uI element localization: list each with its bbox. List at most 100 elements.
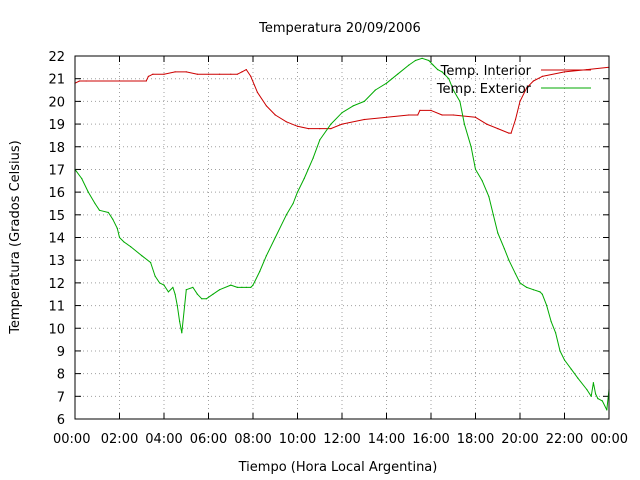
y-tick-label: 17 (48, 163, 65, 178)
point-interior (510, 132, 512, 134)
point-exterior (550, 320, 552, 322)
point-interior (419, 109, 421, 111)
point-exterior (474, 168, 477, 170)
point-exterior (546, 305, 548, 307)
point-exterior (274, 236, 276, 239)
point-exterior (397, 73, 399, 75)
point-exterior (432, 64, 434, 66)
point-exterior (341, 112, 343, 114)
point-exterior (497, 232, 499, 234)
point-exterior (163, 284, 165, 286)
point-interior (296, 125, 299, 127)
point-interior (230, 73, 232, 75)
y-tick-label: 22 (48, 50, 65, 65)
point-interior (563, 71, 566, 73)
point-exterior (441, 71, 443, 73)
point-exterior (570, 368, 572, 370)
point-exterior (428, 59, 430, 62)
y-tick-label: 14 (48, 232, 65, 247)
x-axis-label: Tiempo (Hora Local Argentina) (238, 460, 438, 475)
point-exterior (172, 286, 174, 288)
point-interior (474, 116, 477, 118)
x-tick-label: 16:00 (412, 432, 449, 447)
point-exterior (592, 382, 595, 384)
point-interior (319, 128, 321, 130)
point-exterior (519, 282, 521, 284)
point-exterior (167, 291, 169, 293)
point-interior (341, 123, 343, 125)
point-exterior (236, 286, 238, 288)
point-interior (452, 114, 454, 116)
point-interior (236, 73, 238, 75)
point-exterior (601, 400, 603, 402)
legend-label-interior: Temp. Interior (440, 64, 532, 79)
y-tick-label: 12 (48, 277, 65, 292)
point-exterior (330, 123, 332, 125)
point-exterior (123, 241, 125, 243)
point-exterior (597, 398, 599, 400)
x-axis: 00:00 02:00 04:00 06:00 08:00 10:00 12:00 14:00… (53, 56, 628, 447)
point-exterior (245, 286, 247, 288)
point-exterior (319, 139, 321, 141)
point-exterior (159, 282, 161, 284)
chart-title: Temperatura 20/09/2006 (258, 21, 421, 36)
point-interior (250, 75, 252, 77)
point-exterior (541, 293, 543, 295)
x-tick-label: 20:00 (501, 432, 538, 447)
point-exterior (503, 248, 505, 250)
point-exterior (414, 59, 416, 62)
point-exterior (577, 377, 579, 379)
point-interior (441, 114, 443, 116)
point-interior (508, 132, 510, 134)
point-exterior (250, 286, 252, 288)
point-interior (185, 71, 187, 73)
point-exterior (259, 270, 261, 273)
point-exterior (181, 332, 183, 334)
y-tick-label: 15 (48, 209, 65, 224)
point-exterior (448, 78, 450, 80)
point-exterior (212, 293, 214, 295)
point-interior (526, 87, 528, 89)
y-tick-label: 10 (48, 322, 65, 337)
point-interior (330, 128, 332, 130)
point-interior (274, 114, 276, 116)
point-exterior (492, 214, 494, 216)
x-tick-label: 00:00 (591, 432, 628, 447)
x-tick-label: 04:00 (145, 432, 182, 447)
point-exterior (374, 89, 376, 91)
point-exterior (481, 180, 483, 182)
point-exterior (352, 105, 354, 107)
point-interior (532, 80, 535, 82)
point-exterior (118, 236, 121, 239)
series-line-exterior (74, 57, 610, 411)
point-exterior (87, 191, 89, 193)
point-exterior (437, 69, 439, 71)
x-tick-label: 12:00 (323, 432, 360, 447)
point-exterior (219, 289, 221, 291)
point-exterior (539, 291, 541, 293)
point-exterior (176, 305, 178, 307)
point-exterior (508, 259, 510, 261)
x-tick-label: 22:00 (546, 432, 583, 447)
y-tick-label: 11 (48, 300, 65, 315)
point-interior (385, 116, 388, 118)
x-tick-label: 18:00 (457, 432, 494, 447)
y-tick-label: 21 (48, 73, 65, 88)
point-interior (78, 80, 81, 82)
point-interior (245, 69, 247, 71)
point-interior (541, 75, 543, 77)
point-interior (163, 73, 165, 75)
point-exterior (98, 209, 101, 211)
point-exterior (452, 89, 454, 91)
point-exterior (459, 100, 461, 102)
y-tick-label: 7 (57, 390, 65, 405)
point-exterior (81, 177, 83, 180)
point-interior (256, 91, 258, 93)
point-interior (363, 118, 365, 121)
point-exterior (363, 100, 365, 102)
point-interior (85, 80, 87, 82)
point-exterior (526, 286, 528, 288)
point-interior (207, 73, 210, 75)
point-exterior (532, 289, 535, 291)
